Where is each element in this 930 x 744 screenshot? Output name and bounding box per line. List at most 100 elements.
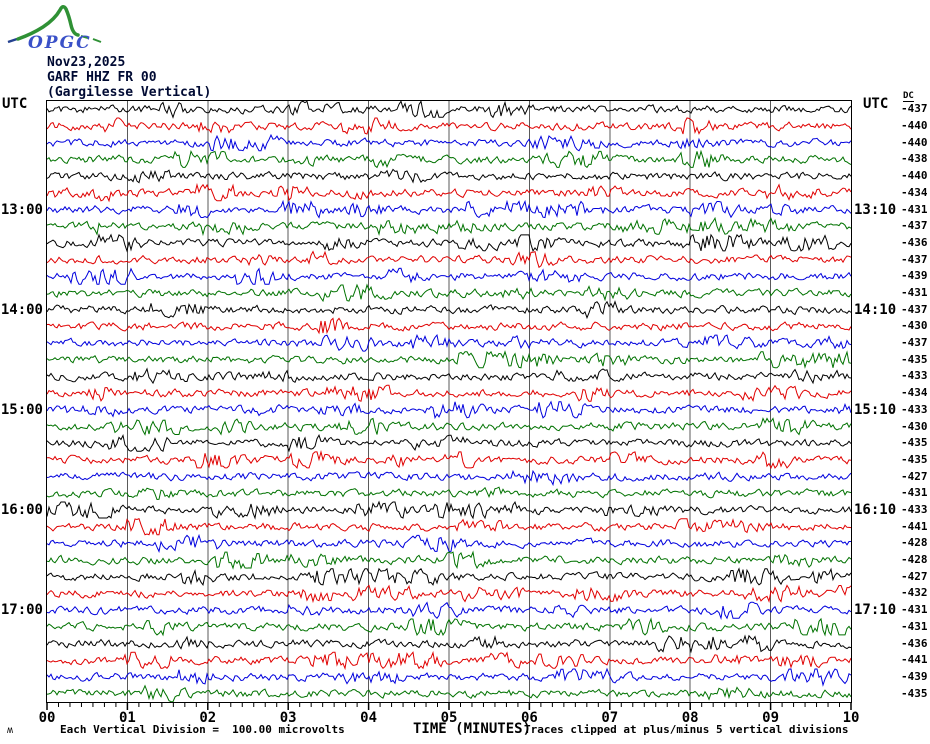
x-axis-ticks	[46, 702, 852, 710]
seismogram-trace-red	[46, 650, 852, 671]
seismogram-trace-blue	[46, 400, 852, 420]
dc-offset-value: -434	[901, 386, 928, 399]
clip-note: Traces clipped at plus/minus 5 vertical …	[524, 723, 849, 736]
header-date: Nov23,2025	[47, 55, 126, 70]
dc-offset-value: -427	[901, 470, 928, 483]
utc-header-right: UTC	[863, 96, 889, 112]
seismogram-trace-black	[46, 367, 852, 385]
dc-offset-value: -436	[901, 637, 928, 650]
helicorder-plot-area	[46, 99, 852, 703]
logo-text: OPGC	[28, 33, 92, 53]
seismogram-trace-black	[46, 500, 852, 520]
seismogram-trace-blue	[46, 133, 852, 152]
utc-header-left: UTC	[2, 96, 28, 112]
dc-offset-value: -441	[901, 653, 928, 666]
dc-offset-value: -441	[901, 520, 928, 533]
dc-offset-value: -437	[901, 303, 928, 316]
seismogram-trace-green	[46, 149, 852, 169]
utc-start-label: 13:00	[0, 202, 43, 218]
x-tick-label: 07	[601, 710, 619, 726]
utc-end-label: 16:10	[854, 502, 897, 518]
microvolt-scale-glyph: ʍ	[7, 725, 14, 736]
dc-offset-value: -431	[901, 603, 928, 616]
dc-offset-value: -435	[901, 436, 928, 449]
logo-dash-right	[80, 35, 102, 43]
dc-offset-value: -438	[901, 152, 928, 165]
utc-end-label: 15:10	[854, 402, 897, 418]
dc-offset-value: -431	[901, 620, 928, 633]
dc-offset-value: -436	[901, 236, 928, 249]
x-tick-label: 02	[199, 710, 217, 726]
seismogram-trace-black	[46, 634, 852, 654]
seismogram-trace-black	[46, 168, 852, 184]
seismogram-trace-red	[46, 450, 852, 470]
vertical-division-note: Each Vertical Division = 100.00 microvol…	[60, 723, 345, 736]
seismogram-trace-green	[46, 684, 852, 703]
x-tick-label: 10	[842, 710, 860, 726]
seismogram-trace-red	[46, 584, 852, 604]
opgc-logo: OPGC	[7, 5, 102, 53]
seismogram-trace-blue	[46, 533, 851, 553]
seismogram-trace-green	[46, 617, 852, 637]
dc-offset-value: -432	[901, 586, 928, 599]
dc-offset-value: -440	[901, 136, 928, 149]
dc-offset-value: -428	[901, 536, 928, 549]
seismogram-trace-black	[46, 567, 852, 586]
seismogram-trace-blue	[46, 667, 852, 687]
seismogram-trace-red	[46, 317, 852, 335]
header-station: GARF HHZ FR 00	[47, 70, 157, 85]
seismogram-trace-blue	[46, 601, 852, 621]
seismogram-trace-green	[46, 486, 852, 501]
logo-dash-left	[7, 37, 18, 44]
dc-offset-value: -427	[901, 570, 928, 583]
x-tick-label: 09	[762, 710, 780, 726]
seismogram-trace-blue	[46, 267, 852, 286]
seismogram-trace-red	[46, 117, 852, 135]
seismogram-trace-red	[46, 518, 852, 536]
utc-end-label: 17:10	[854, 602, 897, 618]
seismogram-trace-red	[46, 182, 852, 203]
x-axis-title: TIME (MINUTES)	[413, 721, 532, 737]
x-tick-label: 05	[440, 710, 458, 726]
seismogram-trace-black	[46, 233, 852, 253]
seismogram-trace-green	[46, 417, 852, 436]
seismogram-trace-green	[46, 550, 852, 570]
x-tick-label: 03	[279, 710, 297, 726]
utc-end-label: 14:10	[854, 302, 897, 318]
dc-offset-value: -428	[901, 553, 928, 566]
dc-offset-value: -433	[901, 403, 928, 416]
seismogram-trace-black	[46, 433, 852, 453]
x-tick-label: 08	[681, 710, 699, 726]
x-tick-label: 00	[38, 710, 56, 726]
dc-offset-value: -439	[901, 269, 928, 282]
seismogram-trace-green	[46, 216, 852, 237]
utc-start-label: 17:00	[0, 602, 43, 618]
dc-column-header: DC	[903, 91, 914, 102]
seismogram-trace-blue	[46, 469, 852, 487]
x-tick-label: 01	[118, 710, 136, 726]
dc-offset-value: -433	[901, 503, 928, 516]
dc-offset-value: -437	[901, 219, 928, 232]
header-description: (Gargilesse Vertical)	[47, 85, 212, 100]
seismogram-traces	[46, 99, 852, 703]
dc-offset-value: -439	[901, 670, 928, 683]
dc-offset-value: -437	[901, 253, 928, 266]
plot-header: Nov23,2025 GARF HHZ FR 00 (Gargilesse Ve…	[47, 55, 211, 100]
seismogram-trace-red	[46, 384, 852, 403]
dc-offset-value: -437	[901, 336, 928, 349]
dc-offset-value: -430	[901, 319, 928, 332]
seismogram-trace-black	[46, 99, 852, 119]
logo-mountain-curve	[16, 5, 80, 41]
dc-offset-value: -435	[901, 353, 928, 366]
utc-start-label: 16:00	[0, 502, 43, 518]
seismogram-trace-blue	[46, 199, 852, 219]
dc-offset-value: -435	[901, 687, 928, 700]
seismogram-trace-green	[46, 350, 852, 369]
seismogram-trace-black	[46, 300, 852, 320]
utc-start-label: 15:00	[0, 402, 43, 418]
dc-offset-value: -440	[901, 169, 928, 182]
seismogram-trace-blue	[46, 333, 852, 352]
x-tick-label: 06	[520, 710, 538, 726]
dc-offset-value: -431	[901, 486, 928, 499]
dc-offset-value: -440	[901, 119, 928, 132]
